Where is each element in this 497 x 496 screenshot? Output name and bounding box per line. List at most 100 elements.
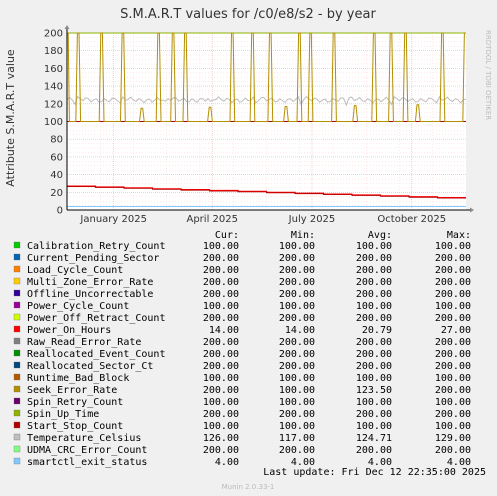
legend-value: 100.00 [279, 241, 315, 252]
y-tick-label: 0 [57, 206, 63, 217]
legend-swatch [13, 301, 21, 309]
legend-swatch [13, 373, 21, 381]
legend-value: 100.00 [356, 397, 392, 408]
legend-value: 100.00 [435, 397, 471, 408]
legend-value: 100.00 [356, 301, 392, 312]
legend-value: 124.71 [356, 433, 392, 444]
legend-value: 100.00 [279, 373, 315, 384]
legend-value: 200.00 [203, 445, 239, 456]
legend-series-name: smartctl_exit_status [27, 457, 147, 468]
legend-value: 200.00 [435, 277, 471, 288]
legend-value: 200.00 [435, 445, 471, 456]
legend-value: 200.00 [435, 313, 471, 324]
legend-series-name: Start_Stop_Count [27, 421, 123, 432]
legend-value: 4.00 [291, 457, 315, 468]
legend-value: 100.00 [435, 241, 471, 252]
legend-value: 126.00 [203, 433, 239, 444]
legend-series-name: Current_Pending_Sector [27, 253, 159, 264]
legend-value: 100.00 [279, 421, 315, 432]
legend-value: 200.00 [356, 337, 392, 348]
y-tick-label: 160 [44, 64, 63, 75]
legend-value: 20.79 [362, 325, 392, 336]
legend-value: 200.00 [203, 265, 239, 276]
legend-series-name: Temperature_Celsius [27, 433, 141, 444]
legend-value: 200.00 [203, 349, 239, 360]
legend-value: 27.00 [441, 325, 471, 336]
legend-value: 200.00 [279, 253, 315, 264]
series-line [66, 95, 467, 107]
legend-swatch [13, 313, 21, 321]
legend-swatch [13, 421, 21, 429]
legend-value: 200.00 [435, 337, 471, 348]
legend-value: 100.00 [356, 241, 392, 252]
legend-value: 100.00 [203, 373, 239, 384]
legend-value: 14.00 [209, 325, 239, 336]
y-axis-arrow [64, 25, 70, 29]
legend-series-name: Spin_Up_Time [27, 409, 99, 420]
legend-swatch [13, 409, 21, 417]
legend-value: 200.00 [356, 289, 392, 300]
legend-value: 4.00 [447, 457, 471, 468]
legend-value: 200.00 [435, 385, 471, 396]
legend-value: 117.00 [279, 433, 315, 444]
legend-value: 200.00 [435, 253, 471, 264]
chart-title: S.M.A.R.T values for /c0/e8/s2 - by year [120, 7, 376, 22]
legend-value: 200.00 [435, 265, 471, 276]
legend-swatch [13, 289, 21, 297]
legend-value: 100.00 [203, 301, 239, 312]
legend-column-header: Avg: [368, 230, 392, 241]
legend-value: 100.00 [435, 421, 471, 432]
legend-value: 200.00 [203, 313, 239, 324]
legend-series-name: UDMA_CRC_Error_Count [27, 445, 147, 456]
y-tick-label: 180 [44, 46, 63, 57]
legend-value: 200.00 [435, 349, 471, 360]
legend-value: 123.50 [356, 385, 392, 396]
legend-value: 14.00 [285, 325, 315, 336]
legend-swatch [13, 349, 21, 357]
legend-series-name: Reallocated_Event_Count [27, 349, 165, 360]
legend-value: 200.00 [279, 409, 315, 420]
legend-value: 100.00 [435, 301, 471, 312]
series-layer [66, 32, 467, 207]
legend-swatch [13, 325, 21, 333]
legend-swatch [13, 241, 21, 249]
y-tick-label: 100 [44, 117, 63, 128]
y-tick-label: 40 [50, 170, 63, 181]
legend-column-header: Max: [447, 230, 471, 241]
legend-swatch [13, 457, 21, 465]
legend-series-name: Load_Cycle_Count [27, 265, 123, 276]
legend-series-name: Offline_Uncorrectable [27, 289, 153, 300]
legend-swatch [13, 277, 21, 285]
legend-value: 100.00 [356, 373, 392, 384]
x-tick-label: October 2025 [377, 214, 446, 225]
legend-value: 200.00 [356, 445, 392, 456]
y-tick-label: 60 [50, 152, 63, 163]
legend-value: 200.00 [279, 349, 315, 360]
legend-swatch [13, 265, 21, 273]
series-line [67, 186, 466, 199]
legend-value: 200.00 [435, 289, 471, 300]
legend-value: 129.00 [435, 433, 471, 444]
legend: Cur: Min: Avg: Max: Calibration_Retry_Count 1… [13, 230, 471, 468]
legend-value: 100.00 [356, 421, 392, 432]
legend-column-header: Cur: [215, 230, 239, 241]
legend-value: 200.00 [356, 361, 392, 372]
legend-value: 200.00 [203, 361, 239, 372]
y-tick-label: 200 [44, 29, 63, 40]
legend-swatch [13, 433, 21, 441]
legend-value: 200.00 [279, 277, 315, 288]
y-axis-label: Attribute S.M.A.R.T value [4, 49, 17, 187]
x-axis-arrow [470, 207, 474, 213]
legend-value: 100.00 [203, 241, 239, 252]
legend-swatch [13, 253, 21, 261]
legend-value: 100.00 [279, 301, 315, 312]
legend-value: 200.00 [356, 313, 392, 324]
legend-value: 200.00 [203, 253, 239, 264]
x-tick-label: April 2025 [186, 214, 237, 225]
last-update: Last update: Fri Dec 12 22:35:00 2025 [263, 467, 486, 478]
legend-value: 200.00 [356, 349, 392, 360]
legend-value: 4.00 [215, 457, 239, 468]
y-tick-label: 120 [44, 99, 63, 110]
legend-value: 200.00 [203, 289, 239, 300]
